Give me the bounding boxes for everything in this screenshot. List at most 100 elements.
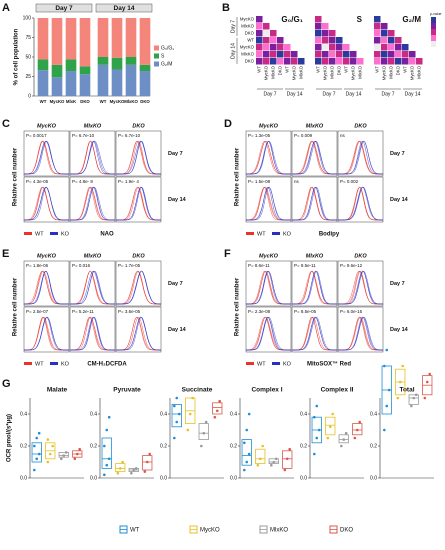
bar-segment bbox=[65, 18, 77, 60]
bar-segment bbox=[139, 18, 151, 65]
bar-segment bbox=[125, 57, 137, 65]
panel-label: F bbox=[224, 248, 231, 260]
histogram-curve bbox=[70, 316, 115, 351]
point bbox=[331, 412, 334, 416]
colorbar-step bbox=[431, 23, 436, 29]
histogram-curve bbox=[24, 140, 69, 175]
histogram-curve bbox=[70, 316, 115, 351]
histogram-curve bbox=[292, 140, 337, 175]
heat-cell bbox=[402, 44, 409, 51]
p-value: P= 1.5e-08 bbox=[248, 179, 271, 184]
y-tick-label: 0.2 bbox=[20, 443, 27, 449]
heat-cell bbox=[256, 16, 263, 23]
box bbox=[101, 437, 112, 469]
plot-frame bbox=[245, 130, 292, 177]
bar-segment bbox=[97, 18, 109, 57]
point bbox=[107, 415, 111, 419]
heat-cell bbox=[395, 37, 402, 44]
plot-frame bbox=[291, 176, 338, 223]
y-tick-label: 100 bbox=[23, 15, 32, 21]
heat-cell bbox=[395, 51, 402, 58]
histogram-curve bbox=[292, 186, 337, 221]
legend-label: G₂/M bbox=[161, 61, 172, 67]
point bbox=[62, 454, 66, 457]
point bbox=[75, 452, 79, 456]
p-value: ns bbox=[340, 133, 346, 138]
histogram-curve bbox=[23, 270, 69, 305]
x-axis-label: MitoSOX™ Red bbox=[307, 361, 351, 368]
row-label: MycKO bbox=[240, 17, 255, 22]
heat-cell bbox=[336, 58, 343, 65]
map-title: G₀/G₁ bbox=[281, 15, 303, 24]
histogram-curve bbox=[24, 186, 69, 221]
legend-label: MlxKO bbox=[270, 528, 288, 534]
histogram-curve bbox=[24, 271, 69, 305]
point bbox=[51, 444, 54, 448]
col-group-label: Day 14 bbox=[287, 91, 303, 97]
row-label: Day 14 bbox=[168, 327, 187, 333]
box bbox=[268, 458, 279, 464]
point bbox=[340, 444, 343, 448]
point bbox=[73, 457, 77, 461]
bar-segment bbox=[111, 18, 123, 58]
point bbox=[188, 412, 192, 416]
histogram-curve bbox=[292, 316, 337, 351]
plot-frame bbox=[69, 306, 116, 353]
plot-frame bbox=[291, 306, 338, 353]
p-value: P= 6.7e-10 bbox=[72, 133, 95, 138]
bar-segment bbox=[51, 18, 63, 65]
heat-cell bbox=[350, 51, 357, 58]
heat-cell bbox=[409, 58, 416, 65]
column-head: MlxKO bbox=[84, 253, 102, 259]
point bbox=[317, 428, 321, 432]
point bbox=[103, 444, 106, 448]
heat-cell bbox=[322, 58, 329, 65]
heat-cell bbox=[263, 30, 270, 37]
p-value: ns bbox=[294, 179, 300, 184]
x-tick-label: DKO bbox=[140, 99, 150, 104]
x-tick-label: DKO bbox=[80, 99, 90, 104]
heat-cell bbox=[388, 30, 395, 37]
heat-cell bbox=[388, 44, 395, 51]
point bbox=[353, 436, 357, 440]
legend-label: KO bbox=[61, 361, 70, 367]
heat-cell bbox=[357, 58, 364, 65]
heat-cell bbox=[381, 30, 388, 37]
x-tick-label: MlxK bbox=[66, 99, 77, 104]
point bbox=[272, 460, 276, 464]
histogram-curve bbox=[338, 270, 383, 305]
histogram-curve bbox=[24, 270, 69, 305]
legend-label: G₀/G₁ bbox=[161, 45, 174, 51]
point bbox=[428, 372, 431, 376]
histogram-curve bbox=[24, 316, 69, 351]
histogram-curve bbox=[246, 140, 291, 175]
point bbox=[60, 457, 63, 461]
row-label: DKO bbox=[245, 31, 255, 36]
legend-swatch bbox=[24, 232, 32, 235]
heat-cell bbox=[329, 30, 336, 37]
histogram-curve bbox=[292, 270, 337, 305]
histogram-curve bbox=[70, 316, 115, 351]
histogram-curve bbox=[116, 316, 161, 351]
y-tick-label: 0.4 bbox=[20, 411, 27, 417]
heat-cell bbox=[315, 16, 322, 23]
col-label: MycKO bbox=[351, 65, 356, 80]
legend-swatch bbox=[272, 232, 280, 235]
point bbox=[186, 428, 190, 432]
heat-cell bbox=[336, 37, 343, 44]
bar-segment bbox=[51, 77, 63, 96]
bar-segment bbox=[111, 57, 123, 70]
heat-cell bbox=[322, 37, 329, 44]
bar-segment bbox=[139, 71, 151, 96]
column-head: MycKO bbox=[259, 123, 279, 129]
col-label: MlxKO bbox=[358, 65, 363, 79]
plot-frame bbox=[115, 260, 162, 307]
heat-cell bbox=[329, 58, 336, 65]
plot-title: Complex II bbox=[321, 387, 354, 394]
map-title: G₂/M bbox=[402, 15, 421, 24]
histogram-curve bbox=[70, 270, 115, 305]
heat-cell bbox=[263, 23, 270, 30]
y-tick-label: 25 bbox=[25, 74, 31, 80]
legend-label: KO bbox=[283, 231, 292, 237]
point bbox=[33, 444, 36, 448]
